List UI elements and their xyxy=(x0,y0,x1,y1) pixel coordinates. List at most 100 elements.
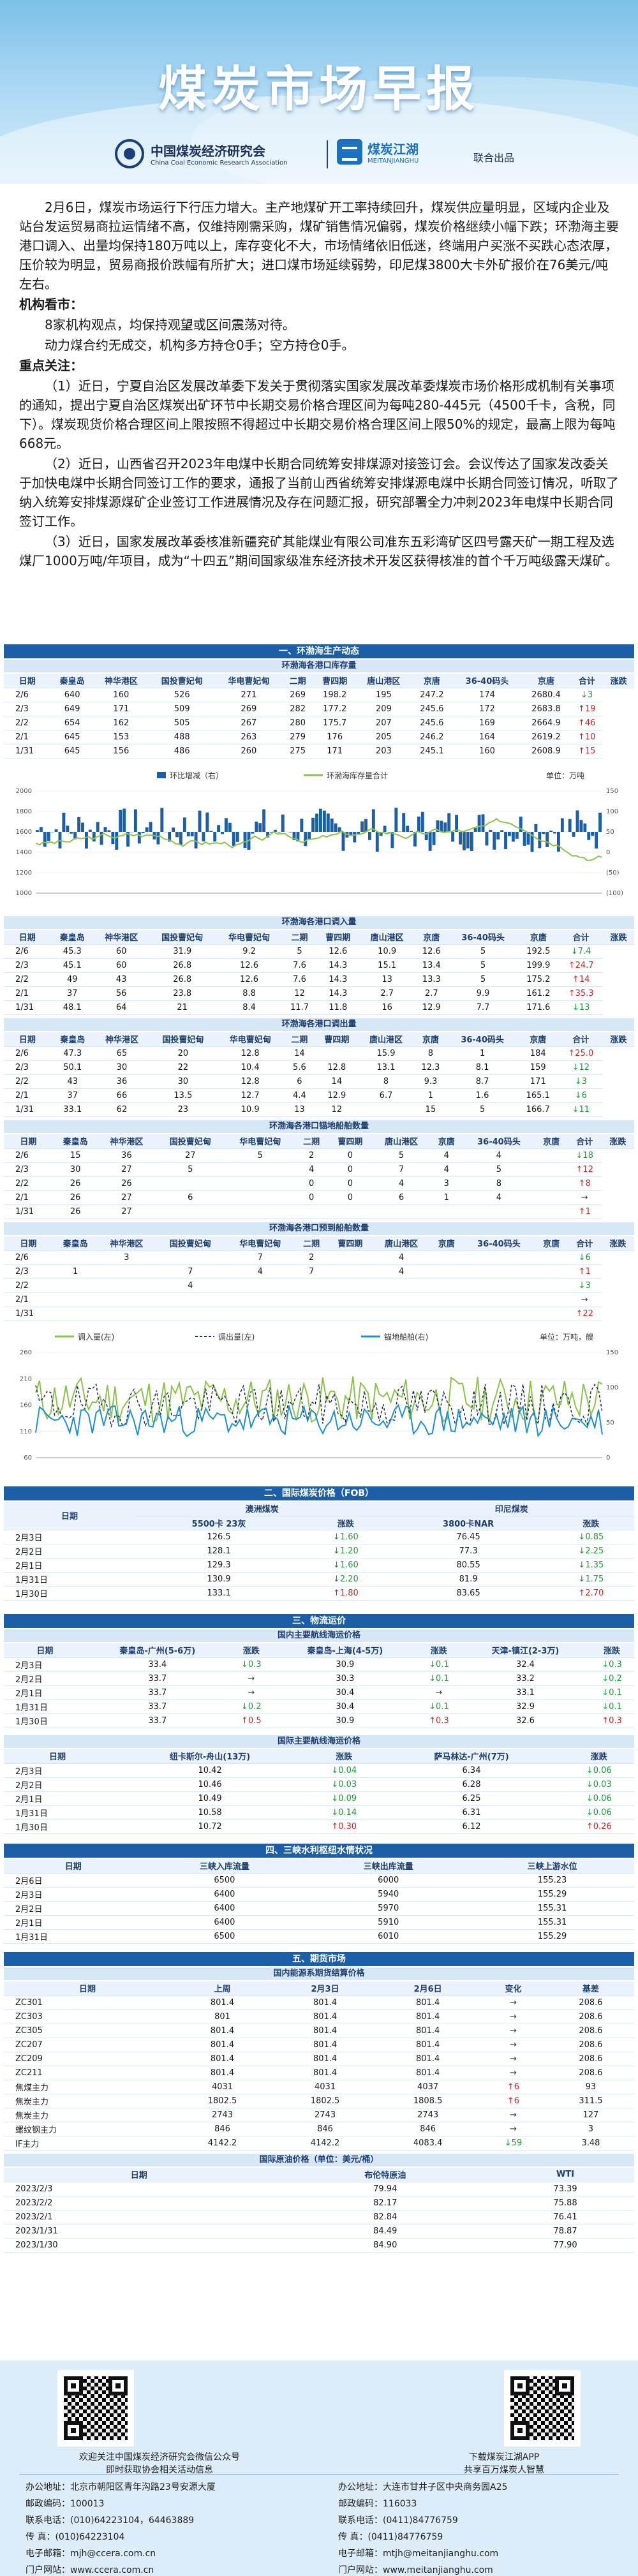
anchorage-cell xyxy=(327,1204,373,1219)
outflow-cell: 12.8 xyxy=(216,1074,284,1089)
change-bar xyxy=(330,818,334,832)
inventory-header-cell: 京唐 xyxy=(521,674,571,688)
three-gorges-cell: 2月2日 xyxy=(4,1901,143,1916)
mtjh-app-qr-icon[interactable] xyxy=(504,2370,581,2446)
y-left-tick-label: 160 xyxy=(20,1402,32,1409)
futures-cell: 801.4 xyxy=(376,2024,480,2038)
change-bar xyxy=(357,832,360,834)
intl-freight-row: 1月30日 10.72 ↑0.30 6.12 ↑0.26 xyxy=(4,1819,634,1834)
futures-cell: 1802.5 xyxy=(274,2094,377,2108)
change-bar xyxy=(77,817,81,832)
change-bar xyxy=(360,821,364,832)
expected-ships-header-cell: 秦皇岛 xyxy=(52,1236,98,1251)
inflow-header-cell: 京唐 xyxy=(517,930,560,945)
change-bar xyxy=(496,832,500,840)
outflow-header-cell: 神华港区 xyxy=(94,1032,150,1047)
change-bar xyxy=(598,812,602,832)
expected-ships-cell: 4 xyxy=(373,1250,431,1265)
domestic-freight-cell: 33.2 xyxy=(461,1671,590,1686)
outflow-line xyxy=(35,1383,603,1428)
change-bar xyxy=(549,831,553,832)
institution-view-2: 动力煤合约无成交，机构多方持仓0手；空方持仓0手。 xyxy=(45,337,355,353)
inflow-header-cell: 唐山港区 xyxy=(359,930,415,945)
domestic-freight-cell: 2月2日 xyxy=(4,1671,86,1686)
expected-ships-cell xyxy=(463,1278,535,1293)
outflow-cell: 12.7 xyxy=(216,1088,284,1103)
three-gorges-cell: 6400 xyxy=(142,1901,307,1916)
futures-cell: → xyxy=(479,2038,547,2052)
change-bar xyxy=(410,831,413,832)
change-bar xyxy=(583,823,587,832)
oil-price-cell: 84.49 xyxy=(274,2224,497,2239)
outflow-row: 1/31 33.1 62 23 10.9 13 12 15 5 166.7 ↓11 xyxy=(4,1102,634,1117)
futures-cell: 801.4 xyxy=(274,1995,377,2010)
y-left-tick-label: 210 xyxy=(20,1375,32,1382)
futures-cell: 846 xyxy=(274,2122,377,2136)
ccera-qr-caption: 欢迎关注中国煤炭经济研究会微信公众号 即时获取协会相关活动信息 xyxy=(19,2451,300,2476)
chart-unit-label: 单位：万吨，艘 xyxy=(540,1332,593,1342)
change-bar xyxy=(387,832,390,833)
inflow-cell: 12.6 xyxy=(216,958,283,973)
intl-freight-row: 1月31日 10.58 ↓0.14 6.31 ↓0.06 xyxy=(4,1805,634,1820)
expected-ships-cell xyxy=(98,1264,156,1279)
inflow-cell: ↑24.7 xyxy=(559,958,604,973)
outflow-cell: 12.3 xyxy=(413,1060,448,1075)
expected-ships-cell xyxy=(463,1250,535,1265)
expected-ships-header-cell: 曹四期 xyxy=(327,1236,373,1251)
three-gorges-cell: 6500 xyxy=(142,1929,307,1944)
futures-cell: 焦煤主力 xyxy=(4,2080,171,2094)
inflow-cell: 49 xyxy=(50,972,94,987)
change-bar xyxy=(262,809,266,832)
change-bar xyxy=(455,815,459,832)
ccera-wechat-qr-icon[interactable] xyxy=(57,2370,134,2446)
inventory-cell: ↓3 xyxy=(570,688,604,702)
anchorage-header-cell: 涨跌 xyxy=(601,1134,634,1149)
inventory-cell: 195 xyxy=(356,688,412,702)
outflow-cell: 13.5 xyxy=(149,1088,217,1103)
outflow-row: 2/2 43 36 30 12.8 6 14 8 9.3 8.7 171 ↓3 xyxy=(4,1074,634,1089)
change-bar xyxy=(326,813,330,832)
expected-ships-cell xyxy=(327,1250,373,1265)
futures-cell: ↑6 xyxy=(479,2080,547,2094)
inventory-cell: 175.7 xyxy=(313,716,357,730)
change-bar xyxy=(119,810,122,832)
oil-price-row: 2023/2/2 82.17 75.88 xyxy=(4,2196,634,2210)
intl-price-header-cell: 涨跌 xyxy=(302,1516,389,1530)
inflow-cell: 1/31 xyxy=(4,1000,51,1015)
change-bar xyxy=(364,818,367,832)
inventory-cell: 526 xyxy=(148,688,216,702)
anchorage-cell: 7 xyxy=(373,1162,431,1177)
anchorage-cell xyxy=(225,1162,295,1177)
expected-ships-cell: 1/31 xyxy=(4,1307,53,1321)
intl-price-row: 2月1日 129.3 ↓1.60 80.55 ↓1.35 xyxy=(4,1558,634,1573)
futures-header-cell: 基差 xyxy=(547,1981,634,1996)
international-price-table: 日期 澳洲煤炭 印尼煤炭 5500卡 23灰 涨跌 3800卡NAR 涨跌 2月3日 126.5… xyxy=(4,1502,634,1601)
change-bar xyxy=(568,818,572,832)
anchorage-cell: 26 xyxy=(98,1176,156,1191)
anchorage-cell xyxy=(535,1204,568,1219)
outflow-cell: 13 xyxy=(283,1102,315,1117)
section-3-title: 三、物流运价 xyxy=(4,1614,634,1628)
domestic-freight-cell: ↓0.1 xyxy=(589,1685,634,1700)
header-wave-decoration xyxy=(0,96,638,184)
change-bar xyxy=(367,832,371,840)
change-bar xyxy=(402,813,406,832)
domestic-freight-header-cell: 秦皇岛-广州(5-6万) xyxy=(85,1643,229,1658)
futures-row: 螺纹钢主力 846 846 846 → 3 xyxy=(4,2122,634,2136)
intl-freight-table: 日期 纽卡斯尔-舟山(13万) 涨跌 萨马林达-广州(7万) 涨跌 2月3日 10.42 ↓0… xyxy=(4,1749,634,1834)
domestic-freight-header-cell: 涨跌 xyxy=(228,1643,274,1658)
oil-unit: （单位：美元/桶） xyxy=(309,2155,379,2165)
domestic-freight-cell: ↓0.1 xyxy=(416,1699,461,1714)
inventory-cell: 2664.9 xyxy=(521,716,571,730)
domestic-freight-cell: ↓0.3 xyxy=(589,1657,634,1672)
outflow-cell: 5.6 xyxy=(283,1060,315,1075)
inventory-row: 2/1 645 153 488 263 279 176 205 246.2 164 2619.2 ↑1… xyxy=(4,730,634,744)
intl-price-cell: 2月2日 xyxy=(4,1544,135,1558)
expected-ships-cell xyxy=(463,1264,535,1279)
expected-ships-row: 2/2 4 ↓3 xyxy=(4,1278,634,1293)
inflow-cell: 12.9 xyxy=(414,1000,449,1015)
change-bar xyxy=(70,832,73,834)
anchorage-cell: 4 xyxy=(430,1148,463,1163)
outflow-header-cell: 国投曹妃甸 xyxy=(149,1032,217,1047)
change-bar xyxy=(432,832,436,845)
